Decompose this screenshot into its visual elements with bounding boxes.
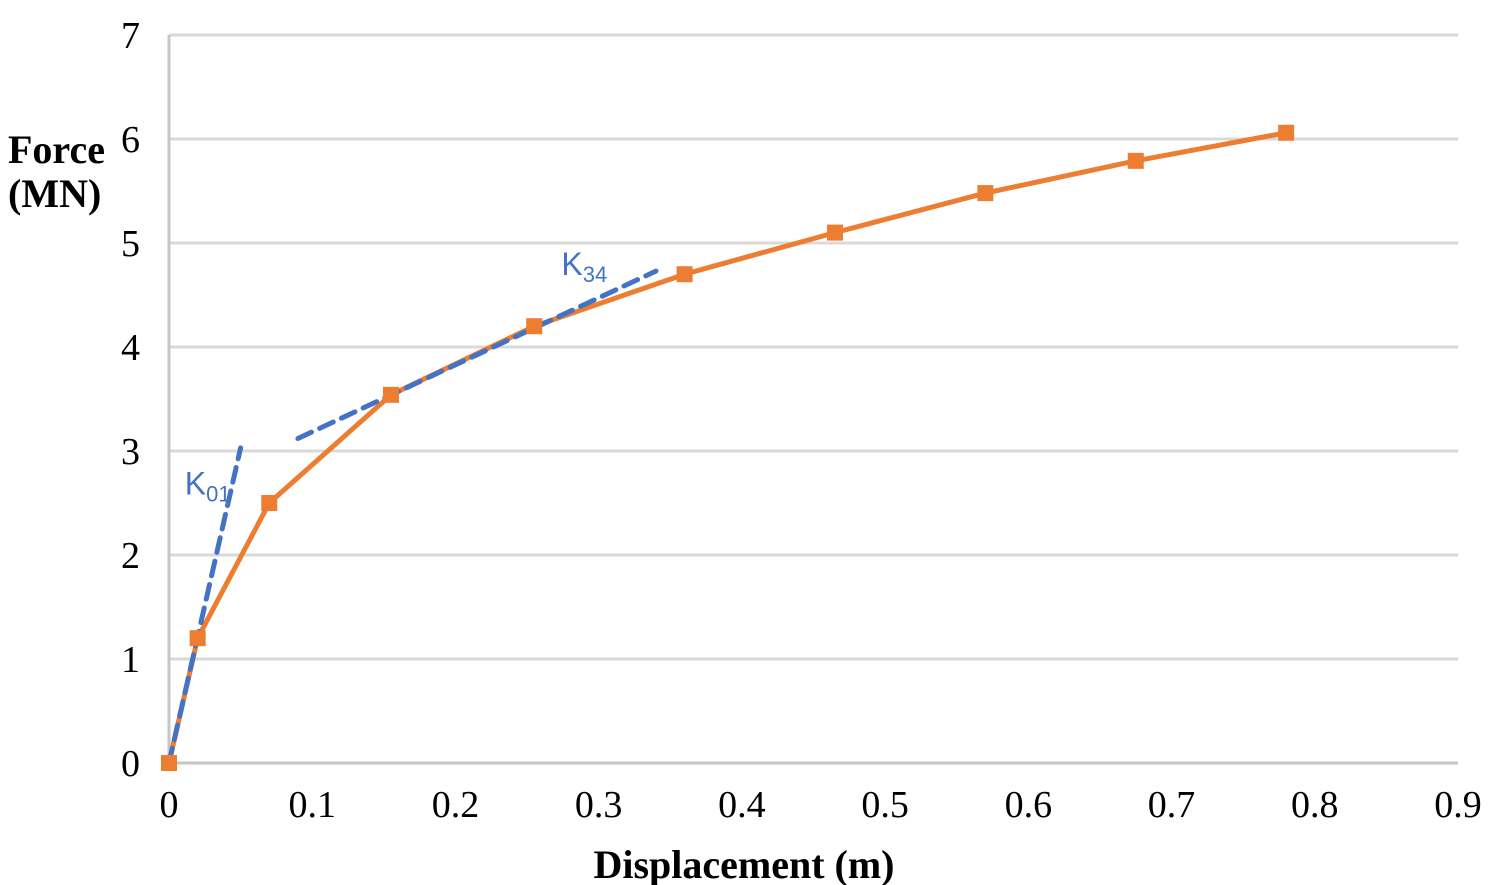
x-tick-label-0.7: 0.7 <box>1148 784 1196 826</box>
y-tick-label-7: 7 <box>121 15 140 57</box>
data-point-marker <box>526 318 543 335</box>
y-tick-label-2: 2 <box>121 535 140 577</box>
K34-label: K34 <box>561 246 607 287</box>
annotations-layer: K01 K34 <box>185 246 608 506</box>
data-point-marker <box>977 185 994 202</box>
y-axis-title-line1: Force <box>8 127 105 172</box>
gridlines-layer <box>169 33 1458 765</box>
force-displacement-curve-line <box>166 130 1287 764</box>
y-tick-label-1: 1 <box>121 639 140 681</box>
data-point-marker <box>1278 124 1295 141</box>
data-point-marker <box>261 495 278 511</box>
data-point-marker <box>161 755 177 771</box>
K34-stiffness-line <box>295 268 659 442</box>
y-tick-label-4: 4 <box>121 327 140 369</box>
data-point-marker <box>826 224 843 241</box>
K01-stiffness-line <box>166 445 244 766</box>
y-tick-label-5: 5 <box>121 223 140 265</box>
y-tick-label-3: 3 <box>121 431 140 473</box>
series-layer <box>161 124 1295 771</box>
data-point-marker <box>676 266 693 283</box>
x-tick-label-0.4: 0.4 <box>718 784 766 826</box>
data-point-marker <box>1127 152 1144 169</box>
x-tick-label-0.5: 0.5 <box>861 784 909 826</box>
x-tick-label-0.6: 0.6 <box>1005 784 1053 826</box>
y-tick-label-0: 0 <box>121 743 140 785</box>
x-axis-title: Displacement (m) <box>593 842 894 885</box>
data-point-marker <box>189 630 206 647</box>
data-point-marker <box>382 386 399 403</box>
x-tick-label-0.1: 0.1 <box>288 784 336 826</box>
x-tick-label-0.9: 0.9 <box>1434 784 1482 826</box>
tick-labels-layer: 0 1 2 3 4 5 6 7 0 0.1 0.2 0.3 0.4 0.5 0.6 0.7 0.8 0.9 <box>121 15 1482 826</box>
x-tick-label-0.2: 0.2 <box>432 784 480 826</box>
K01-label: K01 <box>185 466 231 507</box>
y-axis-title-line2: (MN) <box>8 171 101 216</box>
axes-layer <box>167 35 1458 765</box>
x-tick-label-0.8: 0.8 <box>1291 784 1339 826</box>
x-tick-label-0.3: 0.3 <box>575 784 623 826</box>
y-tick-label-6: 6 <box>121 119 140 161</box>
x-tick-label-0: 0 <box>160 784 179 826</box>
